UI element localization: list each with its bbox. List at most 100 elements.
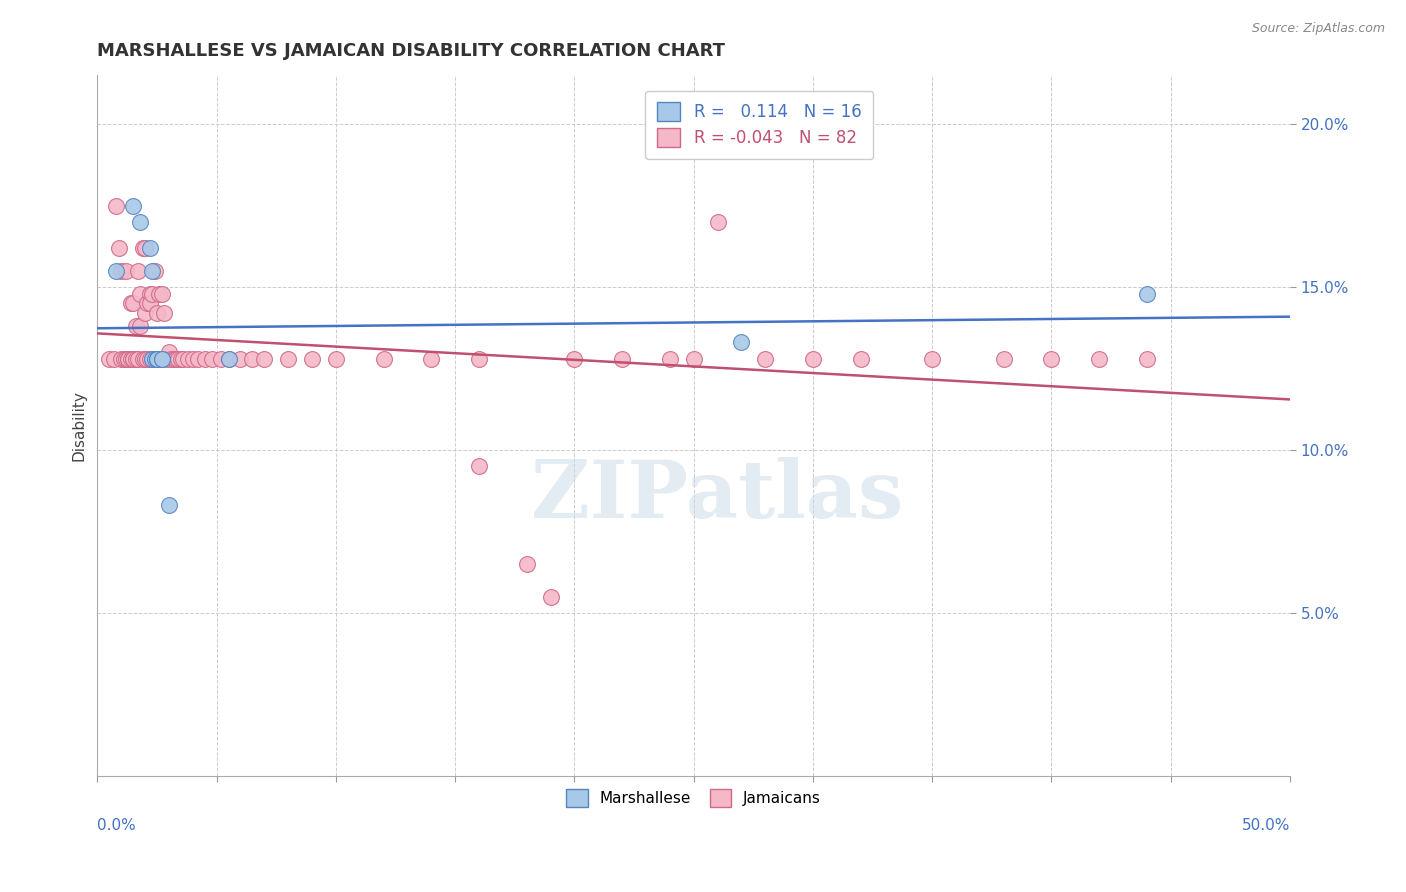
Point	[610, 351, 633, 366]
Point	[129, 286, 152, 301]
Point	[242, 351, 264, 366]
Point	[921, 351, 943, 366]
Point	[108, 241, 131, 255]
Point	[181, 351, 204, 366]
Point	[134, 241, 156, 255]
Text: 50.0%: 50.0%	[1241, 818, 1291, 833]
Point	[105, 198, 128, 212]
Point	[131, 351, 153, 366]
Point	[117, 351, 139, 366]
Point	[163, 351, 186, 366]
Point	[186, 351, 208, 366]
Point	[136, 296, 159, 310]
Point	[218, 351, 240, 366]
Point	[754, 351, 776, 366]
Point	[1088, 351, 1111, 366]
Point	[277, 351, 299, 366]
Point	[129, 215, 152, 229]
Point	[209, 351, 232, 366]
Point	[122, 296, 145, 310]
Point	[127, 264, 149, 278]
Point	[105, 264, 128, 278]
Point	[150, 351, 173, 366]
Point	[124, 319, 146, 334]
Point	[658, 351, 681, 366]
Point	[112, 351, 135, 366]
Point	[136, 351, 159, 366]
Point	[373, 351, 395, 366]
Point	[139, 286, 162, 301]
Point	[146, 306, 169, 320]
Point	[148, 286, 170, 301]
Point	[141, 351, 163, 366]
Point	[150, 286, 173, 301]
Point	[122, 351, 145, 366]
Point	[139, 296, 162, 310]
Point	[564, 351, 586, 366]
Point	[134, 306, 156, 320]
Point	[1136, 286, 1159, 301]
Point	[849, 351, 872, 366]
Point	[150, 351, 173, 366]
Point	[115, 351, 138, 366]
Point	[124, 351, 146, 366]
Point	[110, 264, 132, 278]
Y-axis label: Disability: Disability	[72, 390, 86, 461]
Point	[146, 351, 169, 366]
Point	[177, 351, 200, 366]
Point	[146, 351, 169, 366]
Point	[229, 351, 252, 366]
Legend: Marshallese, Jamaicans: Marshallese, Jamaicans	[555, 778, 832, 817]
Point	[153, 306, 176, 320]
Point	[157, 345, 180, 359]
Point	[682, 351, 704, 366]
Point	[155, 351, 177, 366]
Point	[141, 351, 163, 366]
Point	[468, 351, 491, 366]
Point	[993, 351, 1015, 366]
Point	[1136, 351, 1159, 366]
Point	[141, 286, 163, 301]
Text: ZIPatlas: ZIPatlas	[531, 457, 904, 534]
Point	[98, 351, 121, 366]
Point	[150, 351, 173, 366]
Point	[143, 351, 166, 366]
Point	[730, 335, 752, 350]
Point	[141, 264, 163, 278]
Text: MARSHALLESE VS JAMAICAN DISABILITY CORRELATION CHART: MARSHALLESE VS JAMAICAN DISABILITY CORRE…	[97, 42, 725, 60]
Point	[420, 351, 443, 366]
Point	[194, 351, 217, 366]
Point	[325, 351, 347, 366]
Point	[301, 351, 323, 366]
Point	[120, 296, 142, 310]
Point	[146, 351, 169, 366]
Point	[160, 351, 183, 366]
Point	[468, 459, 491, 474]
Point	[1040, 351, 1063, 366]
Point	[540, 590, 562, 604]
Point	[131, 241, 153, 255]
Point	[110, 351, 132, 366]
Point	[165, 351, 187, 366]
Point	[706, 215, 728, 229]
Point	[120, 351, 142, 366]
Point	[146, 351, 169, 366]
Point	[143, 264, 166, 278]
Point	[129, 319, 152, 334]
Point	[122, 198, 145, 212]
Point	[103, 351, 125, 366]
Point	[157, 499, 180, 513]
Point	[218, 351, 240, 366]
Point	[143, 351, 166, 366]
Text: Source: ZipAtlas.com: Source: ZipAtlas.com	[1251, 22, 1385, 36]
Point	[167, 351, 190, 366]
Point	[201, 351, 224, 366]
Point	[253, 351, 276, 366]
Point	[134, 351, 156, 366]
Point	[139, 351, 162, 366]
Point	[122, 351, 145, 366]
Text: 0.0%: 0.0%	[97, 818, 136, 833]
Point	[801, 351, 824, 366]
Point	[170, 351, 193, 366]
Point	[139, 241, 162, 255]
